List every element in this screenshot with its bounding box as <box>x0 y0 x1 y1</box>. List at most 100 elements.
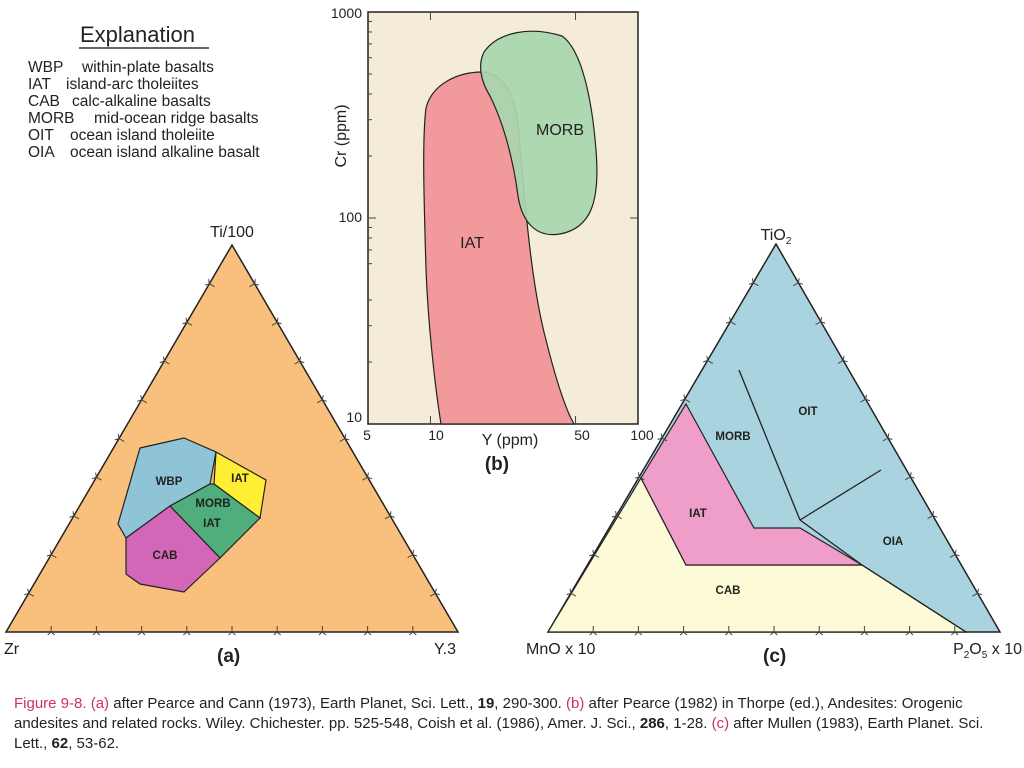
legend-desc: mid-ocean ridge basalts <box>94 110 259 127</box>
field-morb <box>480 30 598 236</box>
caption-text: , 1-28. <box>664 715 712 732</box>
caption-text: , 53-62. <box>68 735 120 752</box>
caption-text: after Pearce and Cann (1973), Earth Plan… <box>109 695 478 712</box>
legend-abbr: IAT <box>28 76 51 93</box>
ternary-tick <box>228 626 236 636</box>
field-cab <box>125 505 221 593</box>
ternary-tick <box>24 588 35 597</box>
ternary-tick <box>611 510 622 520</box>
ternary-tick <box>47 626 56 636</box>
apex-label-ti: Ti/100 <box>210 224 254 241</box>
ternary-tick <box>271 317 282 326</box>
ternary-tick <box>680 394 691 403</box>
legend-abbr: MORB <box>28 110 75 127</box>
ternary-tick <box>294 356 305 365</box>
plot-b-ticks <box>368 12 638 424</box>
field-label-iat-lower: IAT <box>203 518 221 530</box>
ternary-tick <box>362 472 373 481</box>
ytick-1000: 1000 <box>331 5 362 21</box>
caption-volume: 286 <box>639 715 665 732</box>
legend-desc: ocean island tholeiite <box>70 127 215 144</box>
ternary-tick <box>634 472 645 481</box>
ternary-tick <box>408 626 417 636</box>
ternary-tick <box>815 626 824 636</box>
ternary-tick <box>725 316 736 326</box>
ternary-tick <box>815 316 826 326</box>
legend-desc: ocean island alkaline basalt <box>70 144 260 161</box>
apex-label-tio2: TiO2 <box>761 227 792 247</box>
ternary-a-ticks <box>24 279 440 636</box>
axis-label-x: Y (ppm) <box>482 432 539 449</box>
ternary-tick <box>904 472 915 481</box>
ternary-tick <box>770 626 778 636</box>
ternary-tick <box>249 279 260 288</box>
apex-label-zr: Zr <box>4 641 20 658</box>
ternary-tick <box>748 278 759 287</box>
field-label-iat-c: IAT <box>689 508 707 520</box>
panel-b: IAT MORB 1000 100 10 5 10 50 100 Y (ppm)… <box>331 5 654 475</box>
caption-text: after Pearce (1982) in Thorpe (ed.), And… <box>14 695 963 732</box>
ternary-tick <box>137 626 146 636</box>
ternary-tick <box>429 588 440 597</box>
ternary-tick <box>91 472 102 481</box>
ternary-tick <box>318 626 327 636</box>
explanation-legend: Explanation WBP within-plate basalts IAT i… <box>28 22 260 161</box>
explanation-title: Explanation <box>80 22 195 47</box>
field-label-morb: MORB <box>195 498 230 510</box>
ternary-tick <box>114 433 125 442</box>
xtick-5: 5 <box>363 427 371 443</box>
caption-volume: 19 <box>477 695 495 712</box>
ternary-tick <box>566 588 577 597</box>
apex-label-mno: MnO x 10 <box>526 641 595 658</box>
ytick-10: 10 <box>346 409 362 425</box>
ternary-c-ticks <box>566 278 983 636</box>
ternary-tick <box>679 626 688 636</box>
caption-text: , 290-300. <box>494 695 567 712</box>
legend-abbr: OIT <box>28 127 54 144</box>
legend-desc: island-arc tholeiites <box>66 76 199 93</box>
panel-a: WBP MORB IAT IAT CAB Ti/100 Zr Y.3 (a) <box>4 224 460 667</box>
field-label-wbp: WBP <box>156 476 183 488</box>
figure-canvas: Explanation WBP within-plate basalts IAT i… <box>4 5 1022 667</box>
ternary-tick <box>882 433 893 442</box>
ternary-tick <box>860 394 871 403</box>
legend-abbr: WBP <box>28 59 63 76</box>
axis-label-y: Cr (ppm) <box>333 104 350 167</box>
ternary-tick <box>589 549 600 558</box>
xtick-50: 50 <box>574 427 590 443</box>
caption-figure-number: Figure 9-8. <box>14 695 87 712</box>
ternary-tick <box>972 588 983 597</box>
caption-volume: 62 <box>51 735 69 752</box>
panel-c: MORB OIT IAT OIA CAB TiO2 MnO x 10 P2O5 … <box>526 227 1022 667</box>
field-label-morb-c: MORB <box>715 431 750 443</box>
ternary-tick <box>860 626 869 636</box>
xtick-100: 100 <box>630 427 654 443</box>
ternary-tick <box>182 317 193 326</box>
ytick-100: 100 <box>339 209 363 225</box>
caption-text: after Mullen (1983), Earth Planet. Sci. … <box>14 715 984 752</box>
ternary-tick <box>159 356 170 365</box>
ternary-tick <box>316 395 327 404</box>
caption-ref-a: (a) <box>90 695 110 712</box>
field-label-oit: OIT <box>798 406 817 418</box>
ternary-tick <box>137 395 148 404</box>
ternary-tick <box>384 511 395 520</box>
ternary-tick <box>837 355 848 364</box>
legend-abbr: OIA <box>28 144 55 161</box>
ternary-tick <box>949 549 960 558</box>
ternary-tick <box>182 626 191 636</box>
field-morb-iat <box>169 483 261 559</box>
legend-desc: within-plate basalts <box>81 59 214 76</box>
field-label-iat-b: IAT <box>460 235 484 252</box>
legend-abbr: CAB <box>28 93 60 110</box>
legend-desc: calc-alkaline basalts <box>72 93 211 110</box>
field-label-cab: CAB <box>153 550 178 562</box>
xtick-10: 10 <box>428 427 444 443</box>
caption-ref-c: (c) <box>711 715 730 732</box>
